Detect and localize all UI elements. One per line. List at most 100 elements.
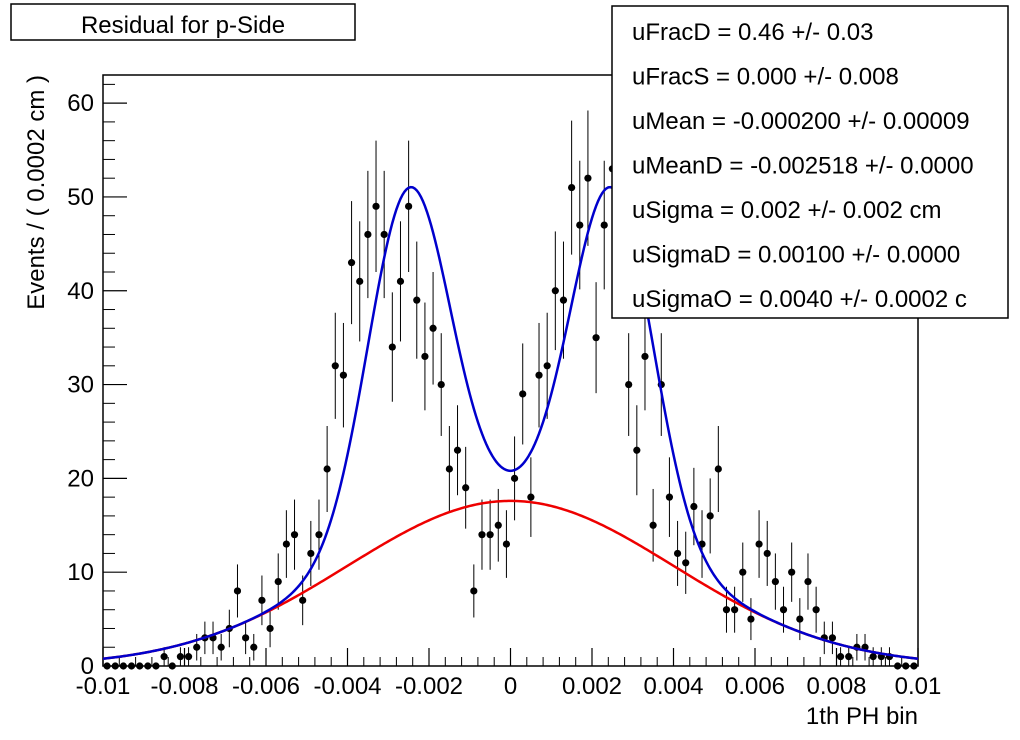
data-point — [502, 540, 511, 548]
data-point — [625, 380, 633, 389]
stats-line: uMeanD = -0.002518 +/- 0.0000 — [632, 153, 974, 180]
data-point — [665, 493, 674, 501]
x-axis-title: 1th PH bin — [806, 703, 918, 730]
x-tick-label: 0.002 — [562, 673, 622, 700]
data-point — [380, 230, 388, 239]
data-point — [437, 380, 445, 389]
data-point — [510, 474, 519, 482]
stats-box — [611, 5, 1009, 319]
data-point — [478, 531, 486, 539]
data-point — [347, 259, 356, 267]
data-point — [233, 587, 242, 595]
y-tick-label: 60 — [67, 90, 94, 117]
y-tick-label: 20 — [67, 465, 94, 492]
data-point — [176, 653, 185, 661]
data-point — [788, 568, 796, 576]
data-point — [641, 352, 649, 361]
x-tick-label: 0.008 — [806, 673, 866, 700]
data-point — [396, 277, 405, 285]
y-axis-title: Events / ( 0.0002 cm ) — [23, 75, 50, 310]
data-point — [763, 549, 771, 558]
data-point — [152, 662, 160, 670]
data-point — [445, 465, 453, 473]
total-fit-curve — [102, 185, 919, 660]
data-point — [771, 577, 779, 586]
data-point — [274, 577, 282, 586]
data-point — [307, 549, 315, 558]
x-tick-label: -0.006 — [232, 673, 300, 700]
data-point — [364, 230, 372, 239]
data-point — [535, 371, 543, 379]
data-point — [388, 343, 396, 351]
data-point — [111, 662, 119, 670]
data-point — [714, 465, 722, 473]
data-point — [755, 540, 763, 548]
background-fit-curve — [102, 499, 919, 660]
data-point — [103, 662, 111, 670]
data-point — [682, 559, 690, 567]
x-tick-label: 0.004 — [643, 673, 703, 700]
data-point — [568, 183, 576, 192]
stats-lines: uFracD = 0.46 +/- 0.03 uFracS = 0.000 +/-… — [632, 19, 974, 313]
data-point — [462, 484, 470, 492]
x-tick-labels: -0.01 -0.008 -0.006 -0.004 -0.002 0 0.002 0.004… — [76, 673, 942, 700]
stats-line: uFracD = 0.46 +/- 0.03 — [632, 19, 873, 46]
x-tick-label: 0 — [504, 673, 517, 700]
data-point — [250, 643, 258, 651]
data-point — [494, 521, 502, 529]
data-point — [592, 334, 600, 342]
data-point — [217, 643, 225, 651]
data-point — [486, 531, 494, 539]
data-point — [193, 643, 201, 651]
stats-line: uMean = -0.000200 +/- 0.00009 — [632, 108, 970, 135]
data-point — [731, 606, 739, 614]
data-point — [527, 493, 535, 501]
data-point — [633, 446, 641, 454]
data-point — [184, 653, 193, 661]
data-point — [266, 624, 274, 633]
data-point — [323, 465, 331, 473]
stats-line: uFracS = 0.000 +/- 0.008 — [632, 64, 899, 91]
data-point — [543, 362, 551, 370]
title-box — [10, 3, 356, 41]
x-tick-label: -0.002 — [395, 673, 463, 700]
x-tick-label: 0.006 — [725, 673, 785, 700]
data-point — [559, 296, 568, 304]
data-point — [845, 653, 853, 661]
data-point — [722, 606, 731, 614]
data-point — [804, 577, 812, 586]
x-tick-label: -0.01 — [76, 673, 131, 700]
stats-line: uSigma = 0.002 +/- 0.002 cm — [632, 197, 942, 224]
data-point — [258, 596, 266, 604]
data-point — [413, 296, 421, 304]
x-tick-label: -0.004 — [313, 673, 381, 700]
data-point — [372, 202, 380, 210]
data-point — [828, 634, 837, 642]
data-point — [690, 502, 698, 511]
data-point — [339, 371, 348, 379]
y-tick-label: 0 — [81, 653, 94, 680]
y-tick-label: 10 — [67, 559, 94, 586]
data-point — [902, 662, 910, 670]
data-point — [119, 662, 127, 670]
data-point — [869, 653, 877, 661]
data-point — [405, 202, 413, 210]
data-point — [796, 615, 804, 623]
data-point — [894, 662, 902, 670]
data-point — [421, 352, 429, 361]
stats-line: uSigmaD = 0.00100 +/- 0.0000 — [632, 242, 960, 269]
data-point — [910, 662, 918, 670]
stats-line: uSigmaO = 0.0040 +/- 0.0002 c — [632, 286, 967, 313]
y-tick-label: 30 — [67, 372, 94, 399]
data-point — [812, 606, 820, 614]
data-point — [429, 324, 437, 332]
data-point — [576, 221, 584, 229]
data-point — [290, 531, 299, 539]
x-tick-label: -0.008 — [150, 673, 218, 700]
data-point — [519, 390, 527, 398]
data-point — [673, 549, 682, 558]
data-point — [331, 362, 339, 370]
data-point — [356, 277, 364, 285]
data-point — [144, 662, 152, 670]
